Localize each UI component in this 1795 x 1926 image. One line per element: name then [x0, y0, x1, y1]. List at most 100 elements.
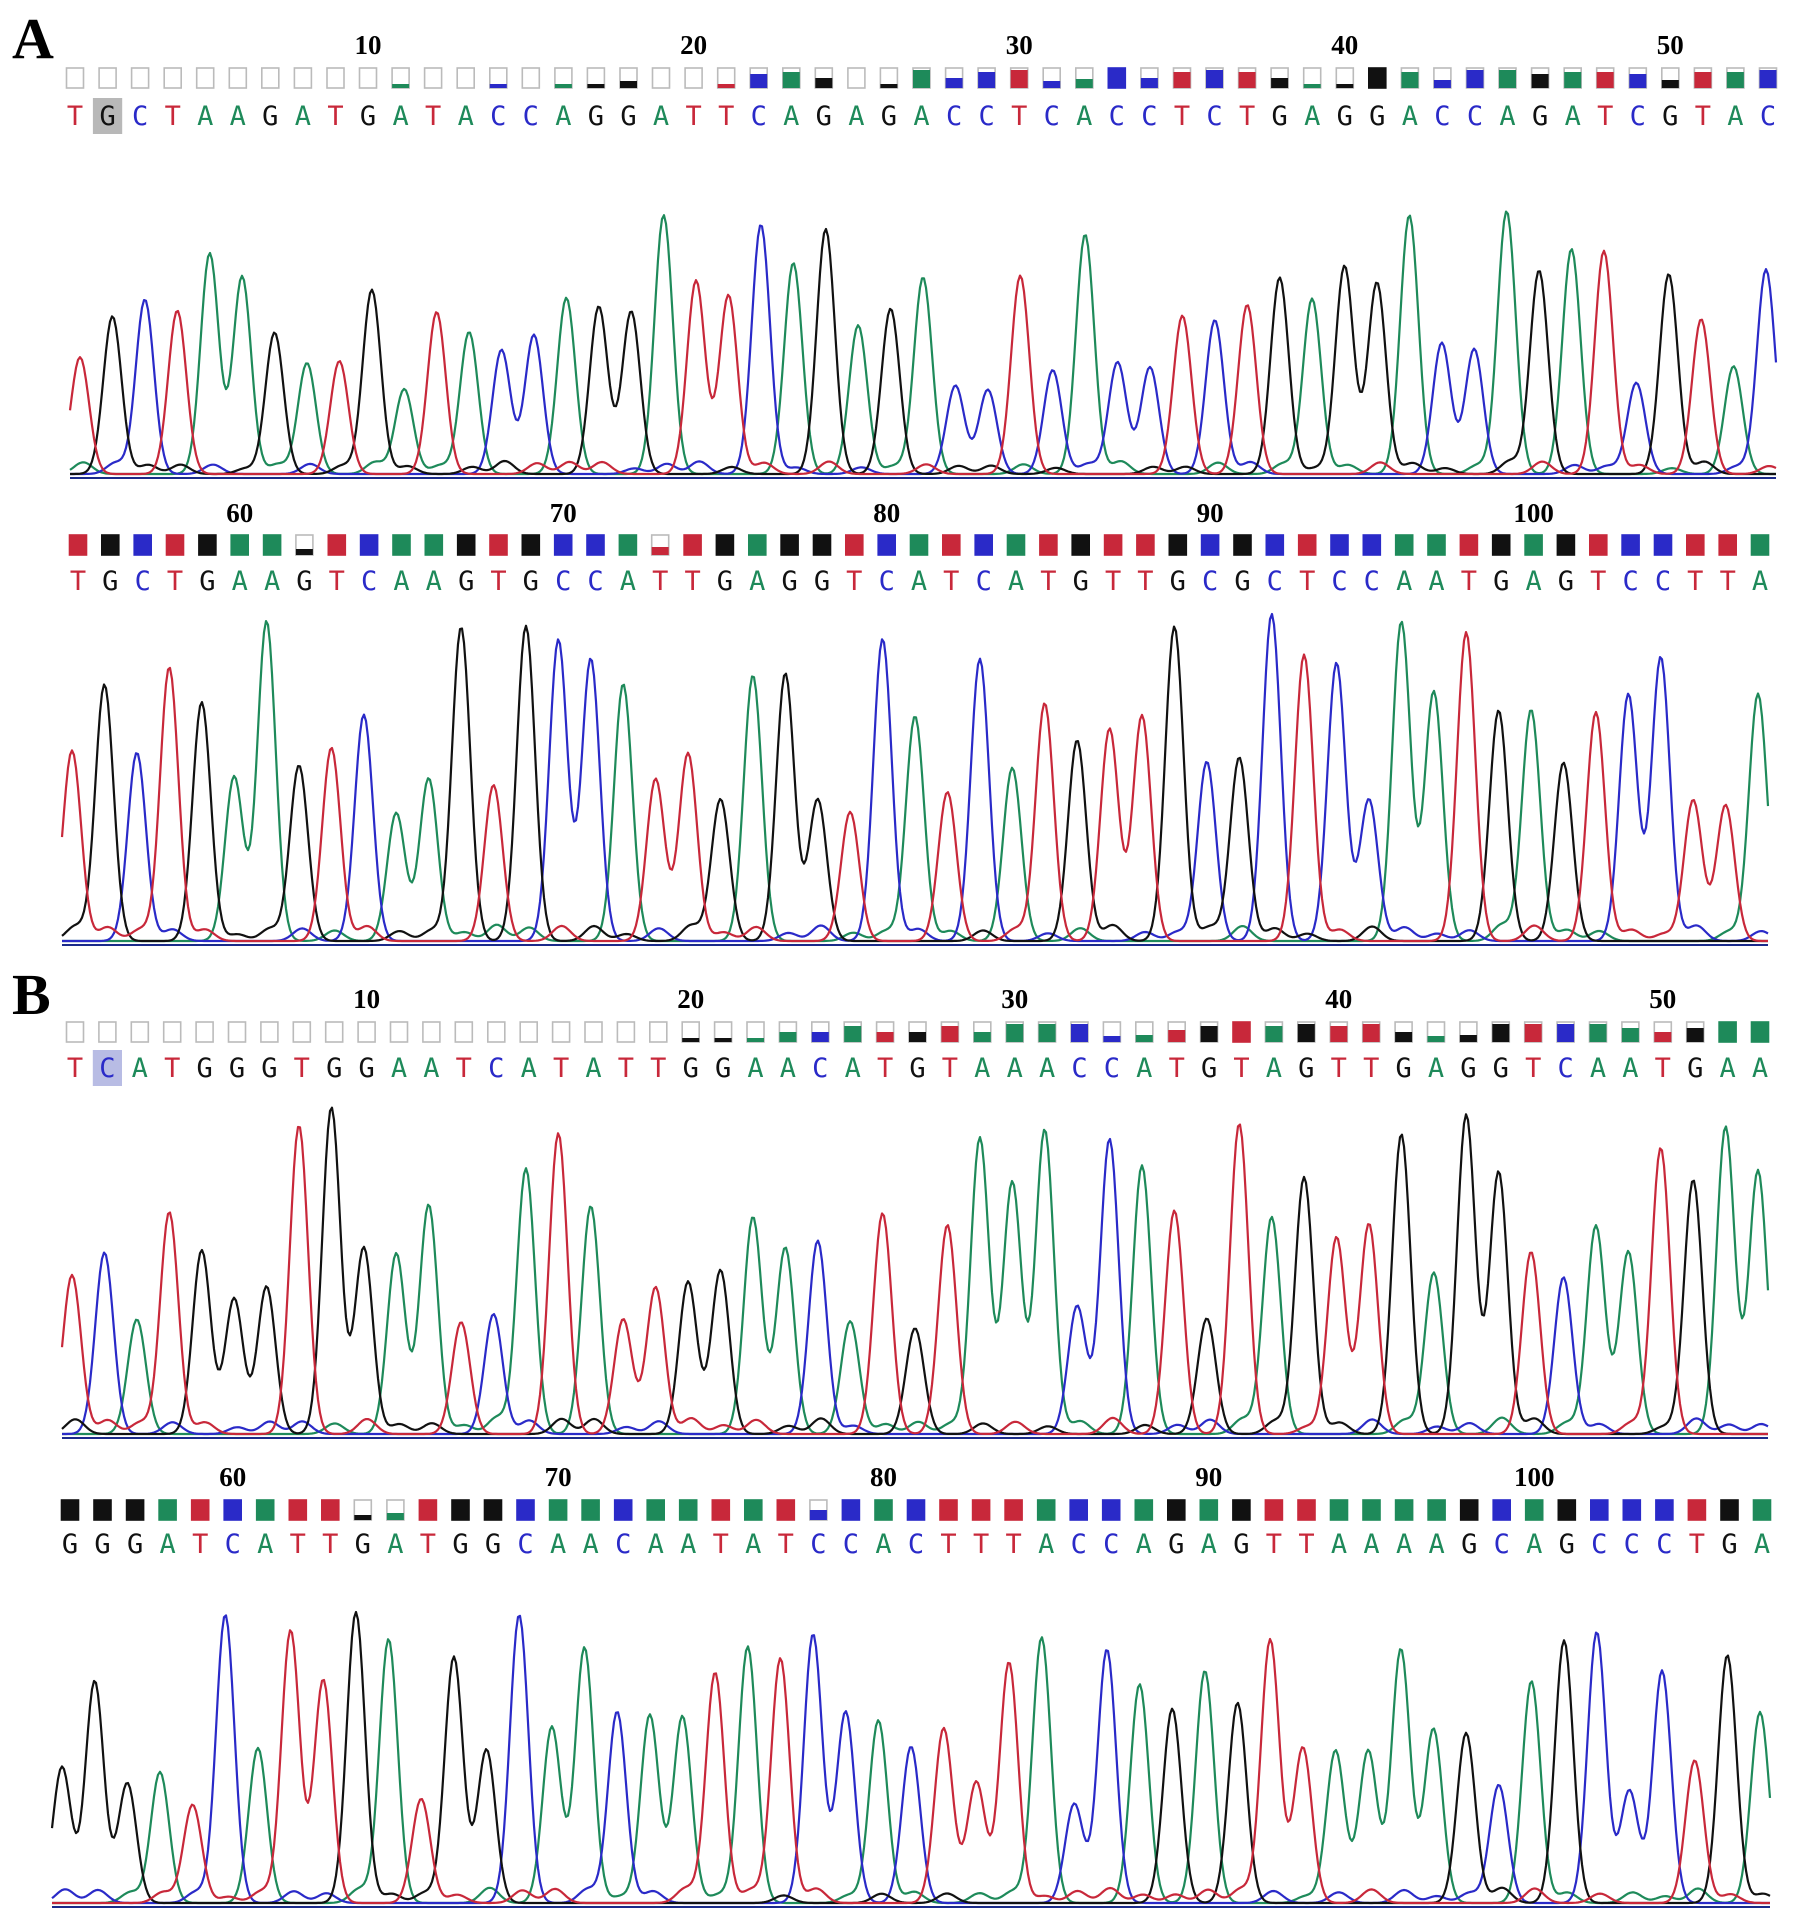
base-call: G — [1461, 1529, 1477, 1560]
quality-bar — [716, 535, 734, 555]
quality-bar — [457, 535, 475, 555]
base-call: C — [1494, 1529, 1510, 1560]
quality-bar — [1303, 84, 1321, 88]
quality-bar — [551, 1021, 571, 1043]
base-call: A — [1304, 101, 1320, 132]
quality-bar — [130, 1021, 150, 1043]
base-call: C — [976, 566, 992, 597]
quality-bar — [357, 1021, 376, 1043]
base-call: G — [326, 1053, 342, 1084]
quality-bar — [549, 1500, 567, 1520]
panel-label-b: B — [12, 962, 51, 1027]
base-call: C — [1655, 566, 1671, 597]
quality-bar — [289, 1500, 307, 1520]
base-call: T — [1040, 566, 1056, 597]
quality-bar — [587, 84, 605, 88]
quality-bar — [98, 1021, 117, 1043]
base-call: T — [940, 1529, 956, 1560]
quality-bar — [228, 67, 248, 89]
base-call: A — [1076, 101, 1092, 132]
quality-bar — [1135, 1035, 1153, 1042]
base-call: A — [1499, 101, 1515, 132]
trace-a — [62, 1125, 1770, 1436]
base-call: A — [391, 1053, 407, 1084]
base-call: G — [1460, 1053, 1476, 1084]
quality-bar — [1524, 1024, 1542, 1042]
position-label: 50 — [1657, 30, 1684, 60]
base-call: A — [393, 566, 409, 597]
quality-bar — [195, 1021, 214, 1043]
quality-bar — [582, 1500, 600, 1520]
quality-bar — [1266, 535, 1284, 555]
quality-bar — [519, 1021, 539, 1043]
quality-bar — [389, 1021, 409, 1043]
base-call: G — [816, 101, 832, 132]
quality-bar — [1558, 1500, 1576, 1520]
quality-bar — [1135, 1500, 1153, 1520]
quality-bar — [978, 72, 996, 88]
base-call: A — [1331, 1529, 1347, 1560]
quality-bar — [1200, 1026, 1218, 1042]
base-call: T — [618, 1053, 634, 1084]
base-call: T — [67, 101, 83, 132]
quality-bar — [748, 535, 766, 555]
quality-bar — [392, 84, 410, 88]
quality-bar — [554, 535, 572, 555]
base-call: C — [1267, 566, 1283, 597]
quality-bar — [1168, 1030, 1186, 1042]
quality-bar — [1298, 1500, 1315, 1520]
base-call: A — [845, 1053, 861, 1084]
base-call: G — [360, 101, 376, 132]
quality-bar — [1590, 1500, 1608, 1520]
base-call: A — [1396, 566, 1412, 597]
quality-bar — [815, 78, 833, 88]
base-call: G — [296, 566, 312, 597]
trace-c — [51, 1614, 1770, 1905]
base-call: T — [650, 1053, 666, 1084]
quality-bar — [1363, 1500, 1380, 1520]
position-label: 70 — [545, 1462, 572, 1492]
position-label: 10 — [355, 30, 382, 60]
position-label: 40 — [1325, 984, 1352, 1014]
position-label: 90 — [1195, 1462, 1222, 1492]
base-call: A — [745, 1529, 761, 1560]
base-call: A — [783, 101, 799, 132]
quality-bar — [1726, 72, 1744, 88]
quality-bar — [1007, 535, 1025, 555]
quality-bar — [358, 67, 378, 89]
position-label: 40 — [1331, 30, 1358, 60]
quality-bar — [227, 1021, 247, 1043]
base-call: G — [1337, 101, 1353, 132]
base-call: A — [1428, 1529, 1444, 1560]
base-call: A — [582, 1529, 598, 1560]
quality-bar — [490, 535, 507, 555]
base-call: A — [648, 1529, 664, 1560]
base-call: G — [358, 1053, 374, 1084]
base-call: A — [295, 101, 311, 132]
quality-bar — [328, 535, 346, 555]
quality-bar — [1655, 1500, 1673, 1520]
base-call: G — [262, 101, 278, 132]
quality-bar — [521, 67, 541, 89]
quality-bar — [747, 1038, 764, 1042]
base-call: C — [1104, 1053, 1120, 1084]
base-call: T — [425, 101, 441, 132]
base-call: C — [1622, 566, 1638, 597]
quality-bar — [65, 67, 85, 89]
quality-bar — [909, 1032, 926, 1042]
quality-bar — [942, 535, 960, 555]
base-call: T — [192, 1529, 208, 1560]
quality-bar — [486, 1021, 506, 1043]
base-call: A — [1136, 1529, 1152, 1560]
base-call: C — [1071, 1053, 1087, 1084]
quality-bar — [1072, 535, 1090, 555]
trace-g — [61, 1106, 1768, 1436]
quality-bar — [191, 1500, 209, 1520]
quality-bar — [1460, 535, 1478, 555]
quality-bar — [1006, 1024, 1024, 1042]
base-call: T — [713, 1529, 729, 1560]
base-call: G — [1271, 101, 1287, 132]
base-call: C — [132, 101, 148, 132]
base-call: C — [1624, 1529, 1640, 1560]
